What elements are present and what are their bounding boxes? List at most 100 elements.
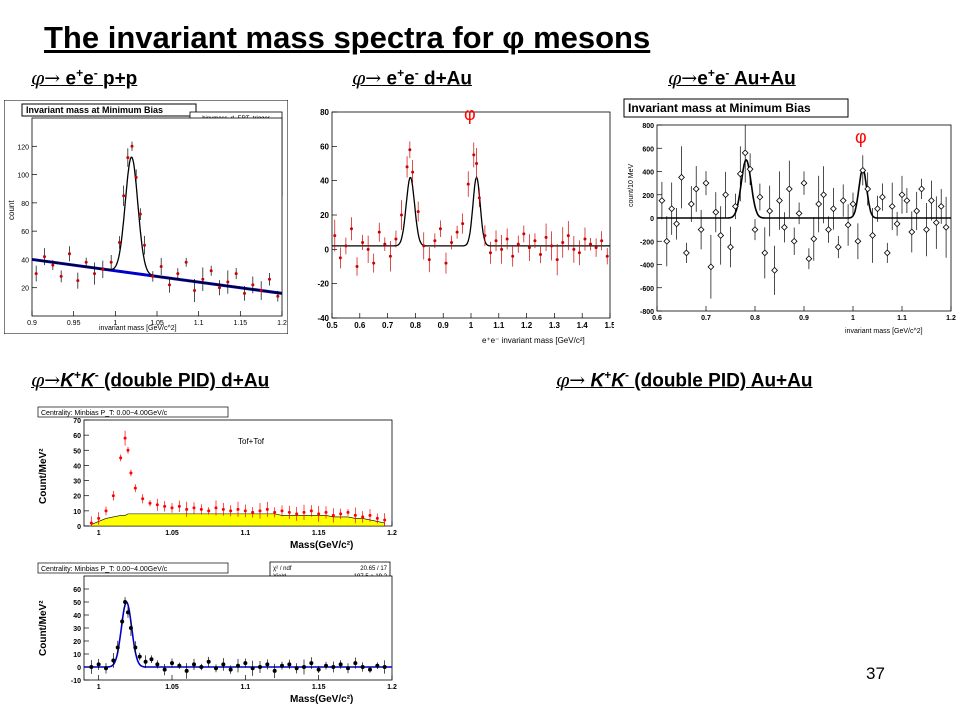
- data-point: [89, 665, 94, 669]
- y-tick-label: 20: [73, 494, 81, 501]
- x-tick-label: 1.4: [577, 321, 589, 330]
- data-point: [874, 205, 881, 213]
- data-point: [143, 243, 146, 247]
- x-tick-label: 1.05: [165, 684, 179, 691]
- data-point: [712, 208, 720, 216]
- data-point: [555, 258, 559, 262]
- data-point: [416, 210, 420, 214]
- data-point: [375, 663, 380, 668]
- data-point: [234, 272, 238, 276]
- data-point: [221, 507, 225, 511]
- x-tick-label: 1.1: [240, 530, 250, 537]
- data-point: [928, 197, 935, 204]
- y-tick-label: 40: [73, 463, 81, 470]
- y-axis-label: count: [7, 200, 16, 220]
- system-text: (double PID) Au+Au: [634, 370, 813, 392]
- data-point: [810, 235, 818, 243]
- data-point: [932, 219, 940, 227]
- system-text: (double PID) d+Au: [104, 370, 270, 392]
- y-tick-label: 0: [650, 216, 654, 223]
- data-point: [96, 662, 101, 667]
- data-point: [864, 185, 872, 193]
- data-point: [101, 267, 105, 271]
- data-point: [295, 512, 299, 516]
- x-tick-label: 0.6: [354, 321, 366, 330]
- data-point: [118, 240, 121, 244]
- data-point: [820, 191, 827, 199]
- data-point: [346, 510, 350, 514]
- data-point: [185, 507, 189, 511]
- data-point: [163, 504, 167, 508]
- data-point: [360, 665, 365, 669]
- y-tick-label: 30: [73, 479, 81, 486]
- x-tick-label: 0.7: [382, 321, 394, 330]
- data-point: [483, 234, 487, 238]
- data-point: [221, 662, 226, 667]
- data-point: [138, 212, 142, 216]
- data-point: [383, 242, 387, 246]
- x-tick-label: 1.5: [604, 321, 614, 330]
- data-point: [324, 663, 328, 668]
- data-point: [129, 471, 133, 475]
- chart-kk-dau-subtracted: Centrality: Minbias P_T: 0.00~4.00GeV/c …: [34, 560, 398, 706]
- data-point: [869, 232, 876, 239]
- x-tick-label: 1.15: [234, 320, 248, 327]
- data-point: [883, 249, 891, 257]
- phi-annotation: φ: [464, 104, 476, 124]
- x-tick-label: 1.05: [165, 530, 179, 537]
- data-point: [280, 509, 284, 513]
- y-tick-label: 0: [325, 245, 330, 254]
- data-point: [683, 249, 690, 257]
- y-tick-label: -200: [640, 239, 654, 246]
- data-point: [600, 239, 604, 243]
- data-point: [888, 202, 896, 210]
- data-point: [250, 666, 255, 671]
- data-point: [280, 663, 284, 668]
- data-point: [781, 223, 788, 231]
- x-tick-label: 0.9: [799, 315, 809, 322]
- data-point: [251, 510, 255, 514]
- data-point: [668, 205, 676, 213]
- data-point: [134, 175, 138, 179]
- y-tick-label: 10: [73, 652, 81, 659]
- label-ee-pp: φ→ e+e- p+p: [31, 66, 138, 90]
- data-point: [377, 230, 381, 234]
- data-point: [450, 240, 454, 244]
- x-tick-label: 0.9: [438, 321, 450, 330]
- y-tick-label: -20: [317, 280, 329, 289]
- data-point: [736, 170, 744, 178]
- data-point: [143, 659, 148, 664]
- x-tick-label: 1: [97, 684, 101, 691]
- data-point: [84, 260, 88, 264]
- y-tick-label: 80: [21, 201, 29, 208]
- data-point: [236, 507, 240, 511]
- data-point: [361, 515, 365, 519]
- data-point: [59, 274, 63, 278]
- data-point: [126, 610, 130, 615]
- data-point: [214, 666, 218, 671]
- data-point: [192, 662, 196, 667]
- x-tick-label: 1.2: [946, 315, 956, 322]
- decay-text-2: e: [404, 68, 415, 90]
- x-tick-label: 1.15: [312, 684, 326, 691]
- data-point: [400, 213, 403, 217]
- data-point: [605, 254, 609, 258]
- x-tick-label: 1: [851, 315, 855, 322]
- data-point: [199, 507, 203, 511]
- data-point: [344, 244, 348, 248]
- data-point: [265, 507, 269, 511]
- data-point: [192, 506, 196, 510]
- data-point: [466, 182, 470, 186]
- data-point: [104, 509, 108, 513]
- data-point: [133, 645, 138, 650]
- x-tick-label: 1.2: [387, 530, 397, 537]
- data-point: [577, 251, 581, 255]
- y-tick-label: 100: [17, 173, 29, 180]
- decay-text: e: [697, 68, 708, 90]
- data-point: [162, 667, 167, 672]
- x-tick-label: 1.2: [387, 684, 397, 691]
- data-point: [746, 165, 754, 173]
- data-point: [141, 497, 145, 501]
- y-tick-label: 60: [21, 229, 29, 236]
- x-tick-label: 0.95: [67, 320, 81, 327]
